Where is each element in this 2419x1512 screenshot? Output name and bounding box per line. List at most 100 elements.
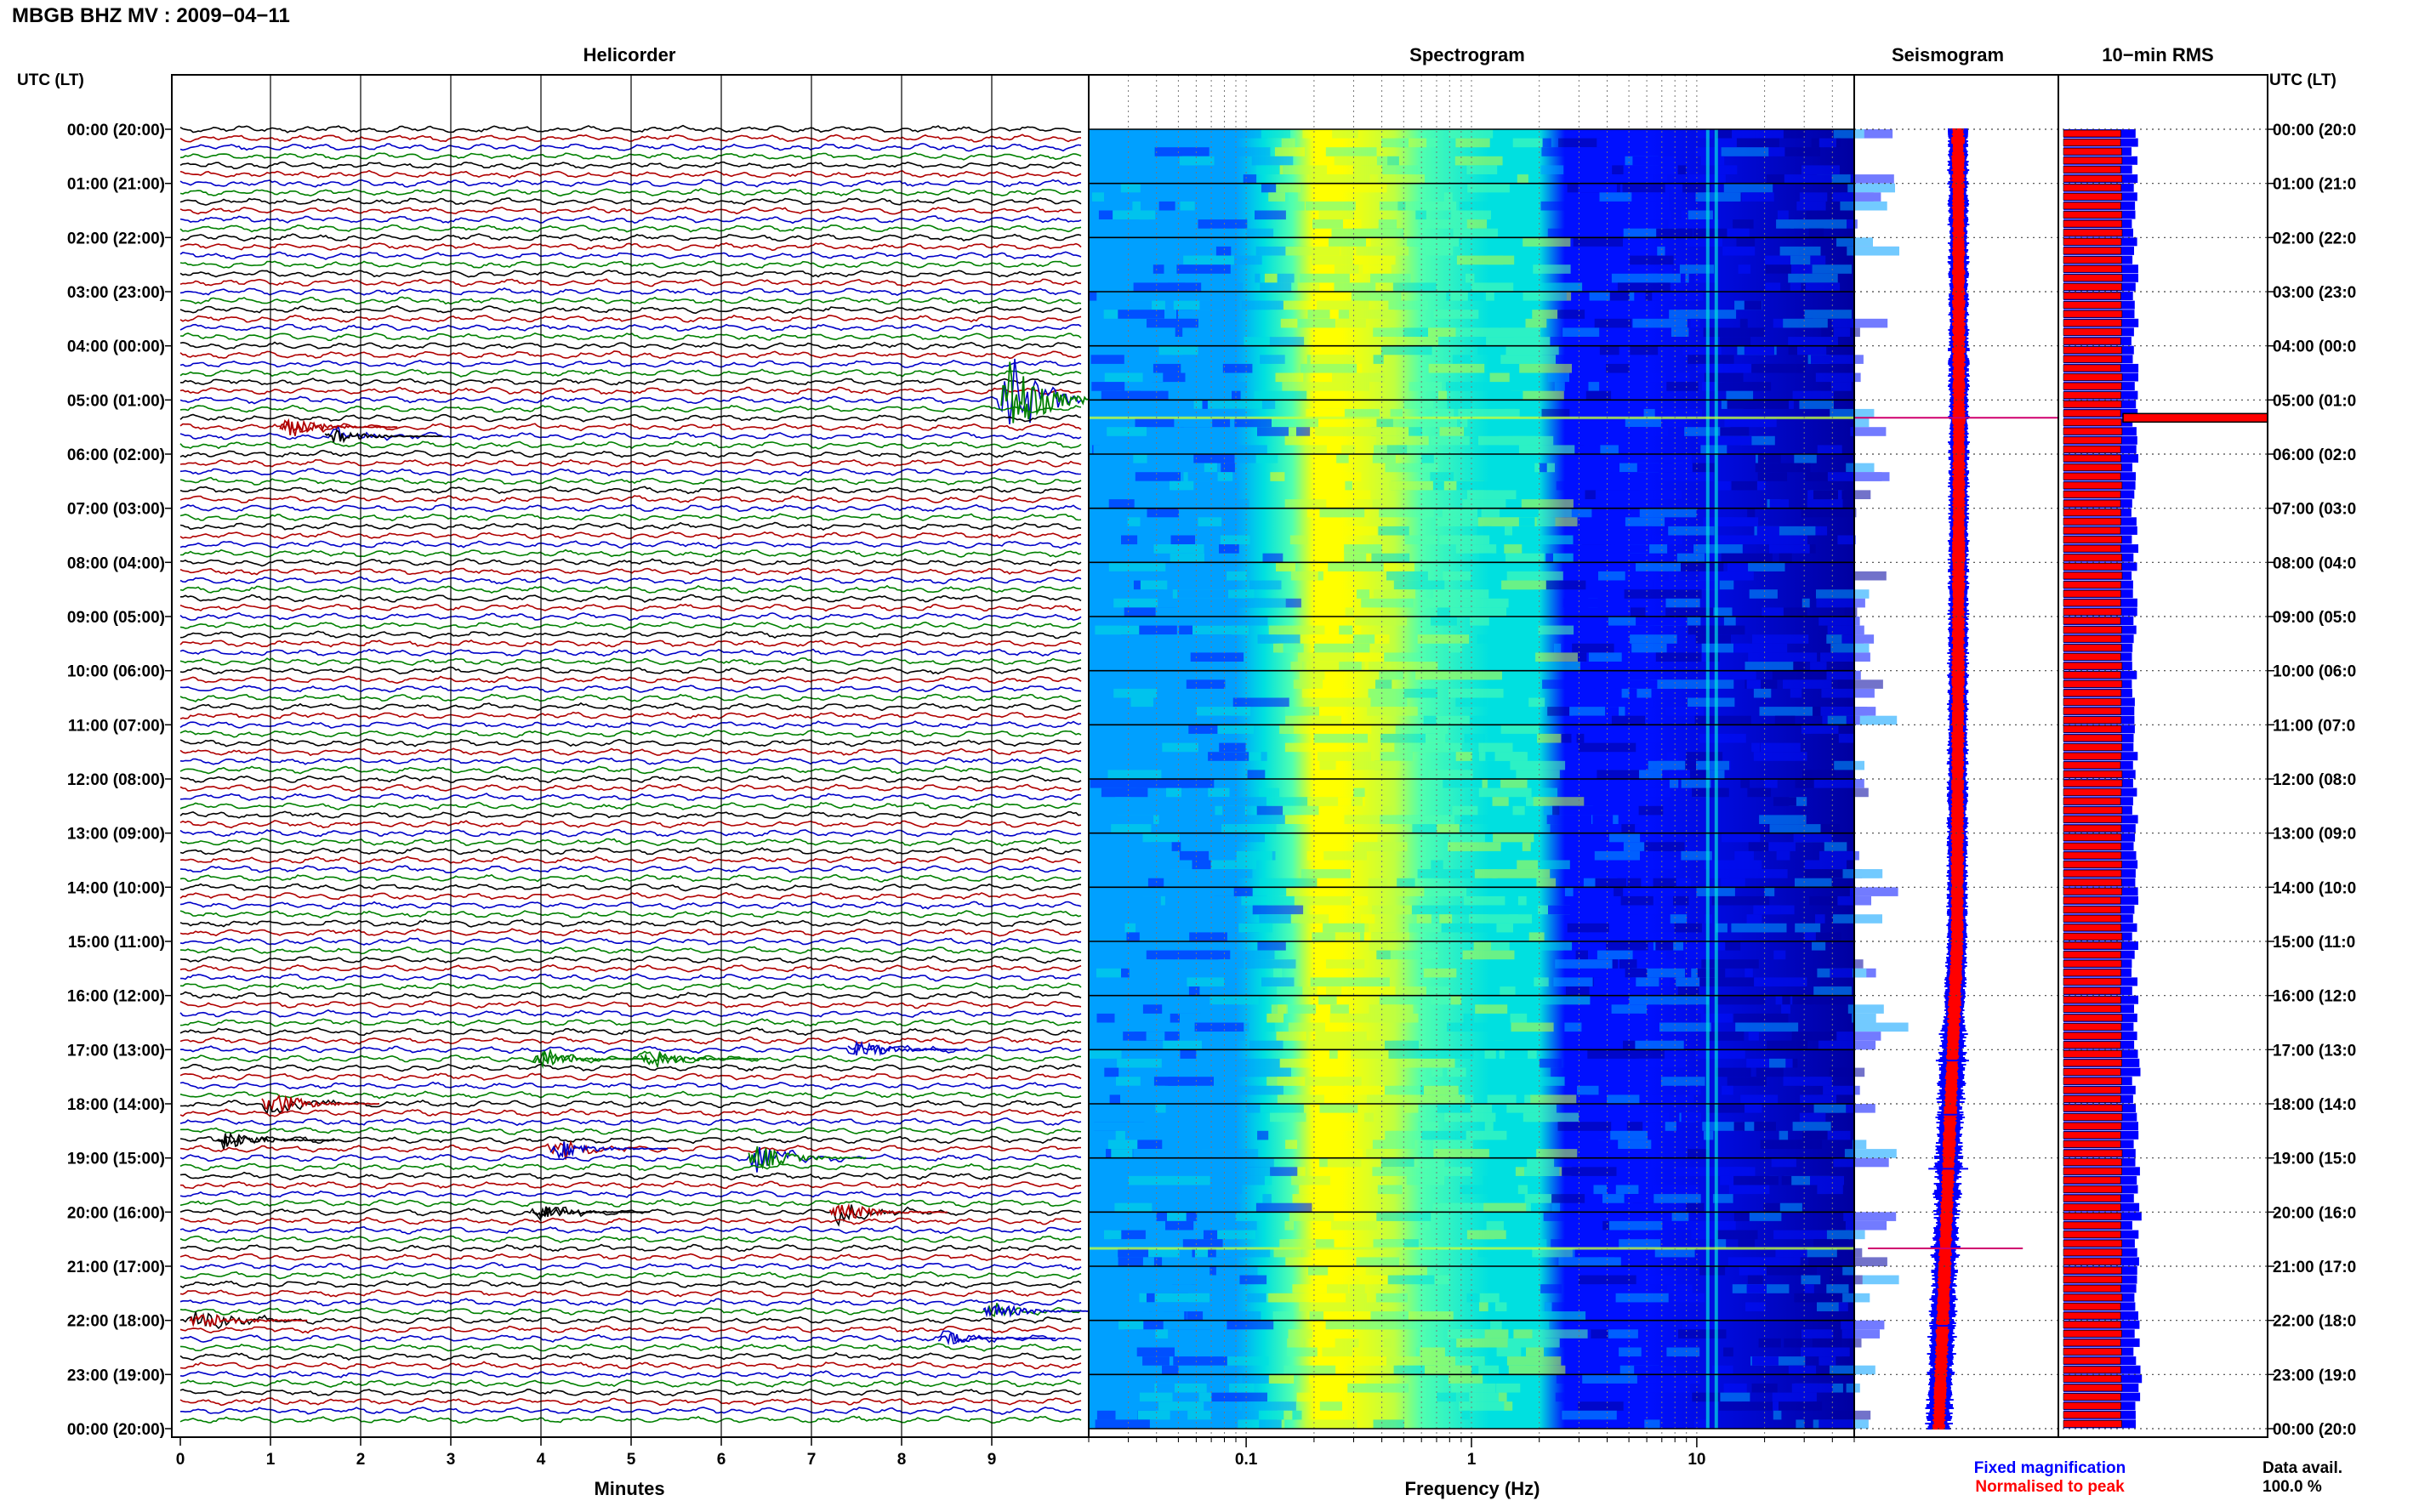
time-label-right: 08:00 (04:0 [2273, 554, 2356, 572]
minute-tick-label: 8 [897, 1451, 907, 1469]
rms-bar-normalised [2063, 1239, 2122, 1248]
rms-bar-normalised [2063, 1393, 2121, 1401]
helicorder-event-10 [828, 1202, 948, 1219]
utc-header-right: UTC (LT) [2269, 71, 2336, 89]
minute-tick-label: 7 [807, 1451, 817, 1469]
rms-bar-normalised [2063, 1168, 2122, 1175]
spectrogram-plot [1088, 75, 1909, 1437]
time-label-right: 00:00 (20:0 [2273, 122, 2356, 139]
time-label-left: 02:00 (22:00) [67, 230, 165, 247]
rms-bar-normalised [2063, 1339, 2121, 1347]
rms-title: 10−min RMS [2102, 44, 2213, 65]
rms-bar-normalised [2063, 491, 2121, 498]
rms-bar-normalised [2063, 274, 2123, 282]
helicorder-event-5 [640, 1051, 759, 1066]
rms-bar-normalised [2063, 978, 2122, 986]
helicorder-event-11 [532, 1206, 651, 1220]
time-label-left: 08:00 (04:00) [67, 554, 165, 572]
time-label-left: 18:00 (14:00) [67, 1096, 165, 1114]
rms-bar-normalised [2063, 906, 2121, 913]
rms-bar-normalised [2063, 896, 2121, 905]
helicorder-plot [179, 75, 1089, 1437]
rms-bar-normalised [2063, 174, 2123, 183]
rms-bar-normalised [2063, 355, 2122, 363]
rms-bar-normalised [2063, 373, 2123, 381]
rms-bar-normalised [2063, 1149, 2123, 1157]
rms-bar-normalised [2063, 319, 2122, 327]
rms-bar-normalised [2063, 499, 2121, 508]
seismogram-title: Seismogram [1892, 44, 2004, 65]
rms-bar-normalised [2063, 554, 2122, 562]
rms-bar-normalised [2063, 1203, 2121, 1211]
rms-bar-normalised [2063, 1140, 2121, 1148]
rms-bar-normalised [2063, 1041, 2121, 1049]
rms-bar-normalised [2063, 1348, 2122, 1356]
time-label-left: 03:00 (23:00) [67, 284, 165, 302]
minute-tick-label: 3 [447, 1451, 456, 1469]
rms-bar-normalised [2063, 869, 2122, 878]
time-label-left: 00:00 (20:00) [67, 122, 165, 139]
rms-bar-normalised [2063, 671, 2121, 679]
rms-bar-normalised [2063, 861, 2122, 868]
rms-bar-normalised [2063, 806, 2123, 815]
time-label-left: 13:00 (09:00) [67, 826, 165, 844]
rms-bar-normalised [2063, 292, 2121, 300]
rms-bar-normalised [2063, 256, 2122, 264]
helicorder-event-0 [1000, 361, 1089, 423]
time-label-left: 14:00 (10:00) [67, 879, 165, 897]
frequency-tick-label: 0.1 [1235, 1451, 1258, 1469]
rms-bar-normalised [2063, 599, 2121, 607]
helicorder-event-14 [937, 1332, 1056, 1346]
time-label-right: 15:00 (11:0 [2273, 934, 2355, 952]
rms-bar-normalised [2063, 1176, 2121, 1185]
rms-bar-normalised [2063, 264, 2122, 273]
legend-fixed-magnification: Fixed magnification [1974, 1459, 2126, 1477]
helicorder-event-6 [261, 1094, 380, 1112]
rms-bar-normalised [2063, 1276, 2122, 1283]
rms-bar-normalised [2063, 1095, 2121, 1103]
panel-frame-3 [2058, 74, 2268, 1438]
rms-bar-normalised [2063, 544, 2121, 553]
rms-bar-normalised [2063, 959, 2122, 968]
time-label-left: 11:00 (07:00) [68, 717, 165, 735]
helicorder-title: Helicorder [583, 44, 676, 65]
time-label-right: 10:00 (06:0 [2273, 663, 2356, 681]
time-label-right: 09:00 (05:0 [2273, 609, 2356, 627]
minute-tick-label: 9 [988, 1451, 997, 1469]
rms-bar-normalised [2063, 634, 2122, 643]
rms-bar-normalised [2063, 1077, 2122, 1085]
minute-tick-label: 6 [717, 1451, 726, 1469]
rms-bar-normalised [2063, 1050, 2122, 1058]
rms-bar-normalised [2063, 878, 2122, 886]
rms-bar-normalised [2063, 328, 2122, 336]
rms-bar-normalised [2063, 1375, 2122, 1383]
rms-bar-normalised [2063, 734, 2122, 742]
rms-bar-normalised [2063, 933, 2123, 941]
rms-bar-normalised [2063, 346, 2122, 355]
helicorder-event-2 [324, 429, 443, 444]
rms-bar-normalised [2063, 436, 2122, 445]
rms-bar-normalised [2063, 1284, 2121, 1293]
rms-bar-normalised [2063, 481, 2123, 490]
time-label-left: 23:00 (19:00) [67, 1367, 165, 1384]
time-label-right: 12:00 (08:0 [2273, 771, 2356, 789]
rms-bar-normalised [2063, 139, 2121, 146]
time-label-right: 01:00 (21:0 [2273, 176, 2356, 194]
rms-bar-normalised [2063, 833, 2122, 842]
rms-bar-normalised [2063, 472, 2121, 480]
time-label-left: 20:00 (16:00) [67, 1204, 165, 1222]
helicorder-event-8 [748, 1146, 867, 1169]
axes: 00:00 (20:00) 01:00 (21:00) 02:00 (22:00) 0… [67, 122, 2356, 1469]
rms-bar-normalised [2063, 1330, 2122, 1338]
rms-bar-normalised [2063, 888, 2122, 895]
rms-bar-normalised [2063, 156, 2123, 165]
rms-bar-normalised [2063, 589, 2121, 598]
rms-bar-normalised [2063, 941, 2122, 950]
rms-bar-normalised [2063, 391, 2121, 400]
rms-bar-normalised [2063, 409, 2121, 418]
helicorder-event-3 [847, 1043, 966, 1057]
rms-bar-normalised [2063, 679, 2123, 688]
rms-bar-normalised [2063, 454, 2121, 463]
time-label-right: 05:00 (01:0 [2273, 392, 2356, 410]
rms-bar-normalised [2063, 1014, 2123, 1022]
